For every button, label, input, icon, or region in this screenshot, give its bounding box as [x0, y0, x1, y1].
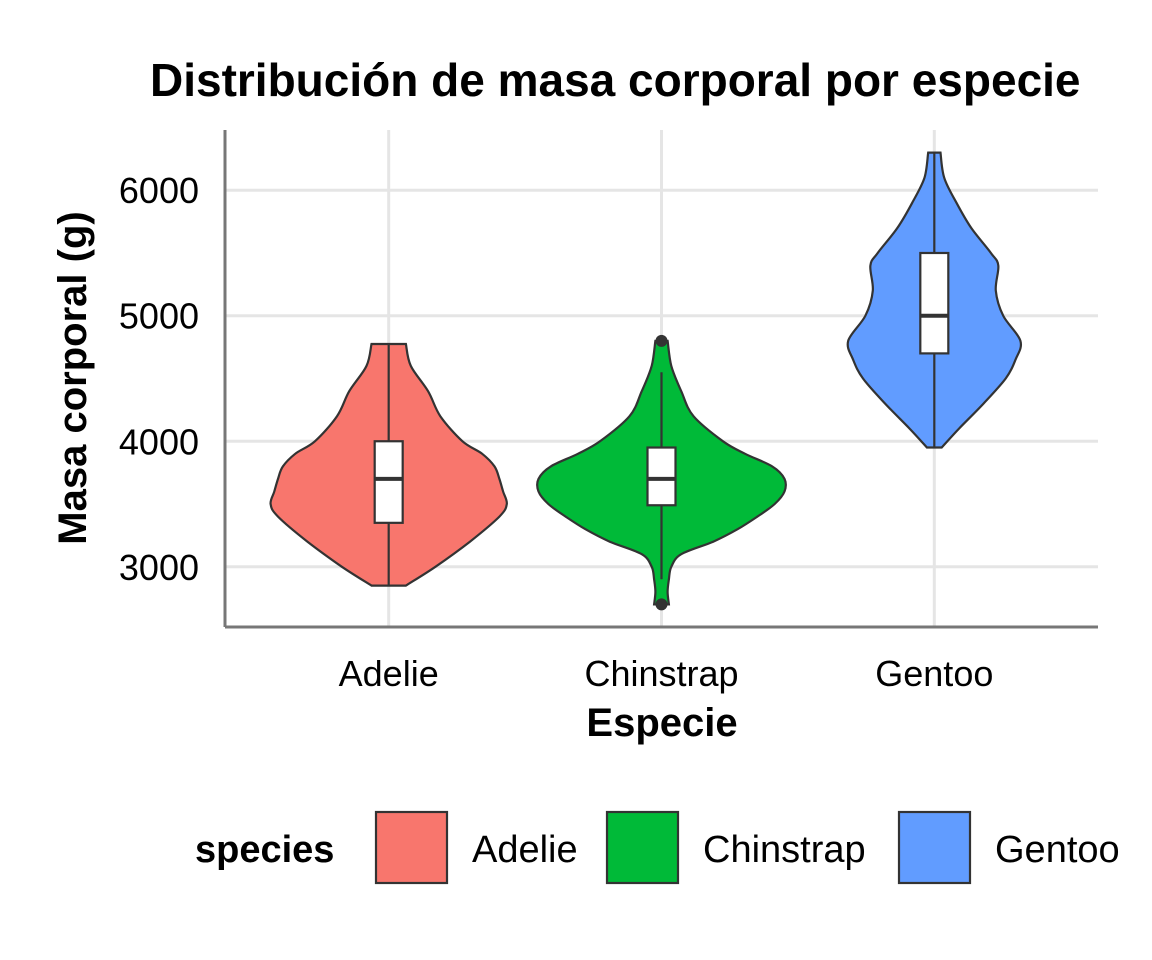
- y-tick-label: 5000: [119, 296, 199, 337]
- box-adelie: [373, 440, 404, 524]
- x-tick-label: Gentoo: [875, 653, 993, 694]
- legend-key-adelie: [374, 810, 449, 885]
- y-tick-label: 6000: [119, 170, 199, 211]
- box-chinstrap: [646, 446, 677, 507]
- x-axis-title: Especie: [586, 701, 737, 745]
- y-tick-label: 3000: [119, 547, 199, 588]
- chart-title: Distribución de masa corporal por especi…: [150, 54, 1081, 106]
- y-tick-label: 4000: [119, 421, 199, 462]
- x-tick-label: Chinstrap: [584, 653, 738, 694]
- legend: species Adelie Chinstrap Gentoo: [195, 810, 1120, 885]
- outlier-point: [655, 334, 668, 347]
- violin-layer: [269, 151, 1022, 611]
- axes: 3000 4000 5000 6000 Adelie Chinstrap Gentoo: [119, 130, 1098, 694]
- x-tick-label: Adelie: [339, 653, 439, 694]
- outlier-point: [655, 598, 668, 611]
- legend-key-gentoo: [897, 810, 972, 885]
- legend-title: species: [195, 829, 334, 871]
- legend-label-adelie: Adelie: [472, 829, 578, 871]
- legend-key-chinstrap: [605, 810, 680, 885]
- legend-label-gentoo: Gentoo: [995, 829, 1120, 871]
- y-axis-title: Masa corporal (g): [51, 211, 95, 544]
- box-gentoo: [919, 251, 950, 355]
- legend-label-chinstrap: Chinstrap: [703, 829, 866, 871]
